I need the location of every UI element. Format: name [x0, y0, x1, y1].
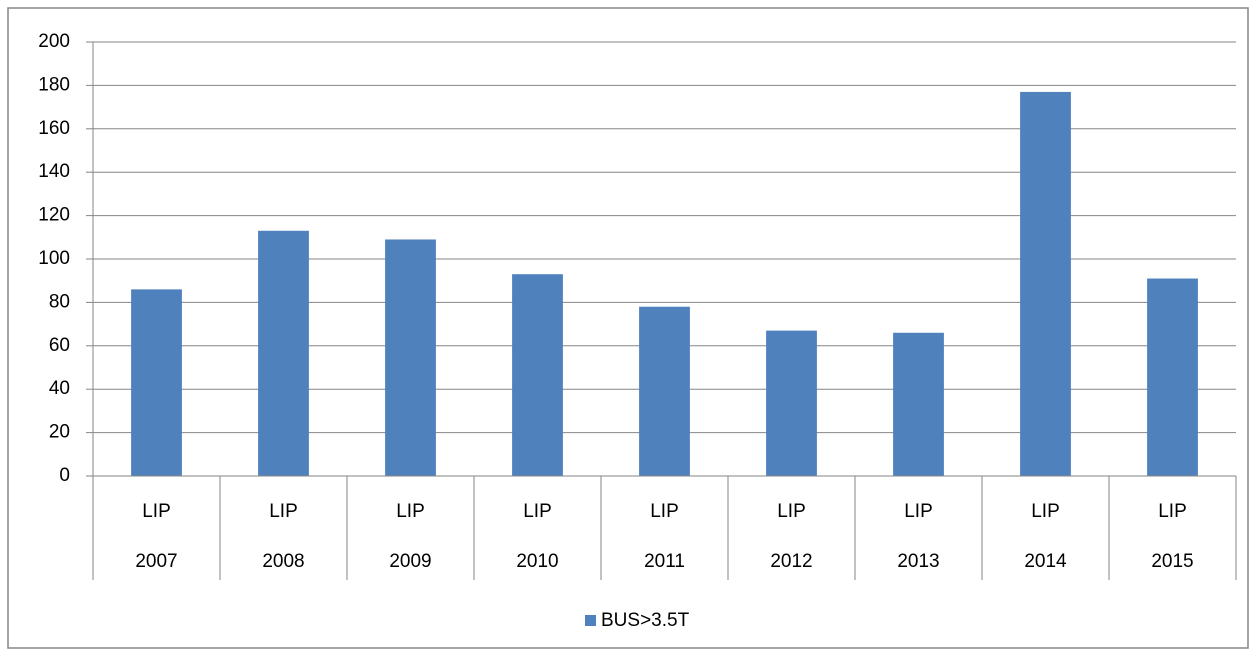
y-tick-label: 100 — [38, 248, 70, 269]
x-tick-label: 2010 — [516, 551, 558, 572]
y-tick-label: 180 — [38, 74, 70, 95]
x-subcategory-label: LIP — [1158, 501, 1187, 522]
bar — [131, 289, 182, 476]
bar — [1147, 278, 1198, 476]
x-subcategory-label: LIP — [269, 501, 298, 522]
y-tick-label: 20 — [49, 422, 70, 443]
x-tick-label: 2014 — [1024, 551, 1067, 572]
bar — [893, 332, 944, 476]
y-tick-label: 160 — [38, 118, 70, 139]
x-tick-label: 2007 — [135, 551, 177, 572]
bar — [766, 330, 817, 476]
legend-swatch — [585, 615, 596, 626]
x-subcategory-label: LIP — [1031, 501, 1060, 522]
x-tick-label: 2009 — [389, 551, 431, 572]
legend-label: BUS>3.5T — [601, 610, 690, 631]
y-tick-label: 140 — [38, 161, 70, 182]
x-subcategory-label: LIP — [777, 501, 806, 522]
x-tick-label: 2013 — [897, 551, 939, 572]
y-tick-label: 60 — [49, 335, 70, 356]
x-tick-label: 2008 — [262, 551, 304, 572]
x-subcategory-label: LIP — [142, 501, 171, 522]
x-tick-label: 2015 — [1151, 551, 1193, 572]
y-tick-label: 0 — [59, 465, 70, 486]
bar — [258, 230, 309, 476]
bar — [385, 239, 436, 476]
x-subcategory-label: LIP — [523, 501, 552, 522]
x-subcategory-label: LIP — [904, 501, 933, 522]
y-tick-label: 200 — [38, 31, 70, 52]
x-subcategory-label: LIP — [650, 501, 679, 522]
x-subcategory-label: LIP — [396, 501, 425, 522]
x-tick-label: 2011 — [644, 551, 685, 572]
bar — [512, 274, 563, 476]
y-tick-label: 40 — [49, 378, 70, 399]
x-tick-label: 2012 — [770, 551, 812, 572]
bar — [1020, 91, 1071, 476]
y-tick-label: 80 — [49, 291, 70, 312]
y-tick-label: 120 — [38, 205, 70, 226]
bar — [639, 306, 690, 476]
